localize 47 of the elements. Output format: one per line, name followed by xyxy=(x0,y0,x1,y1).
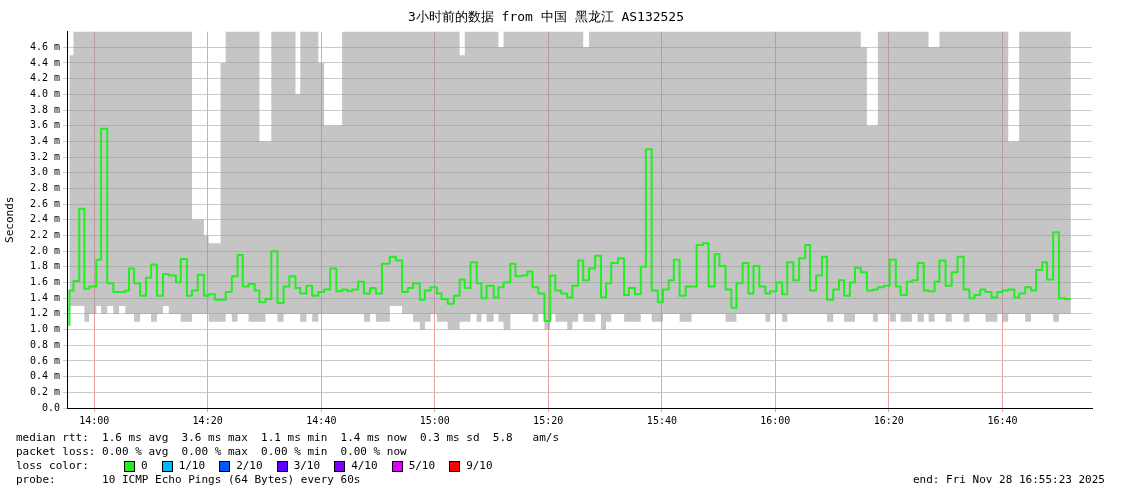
y-axis-title: Seconds xyxy=(3,196,17,243)
y-tick-label: 0.0 xyxy=(41,401,60,413)
x-tick-label: 14:00 xyxy=(79,414,110,426)
y-tick-label: 3.2 m xyxy=(29,150,60,162)
text: 0 xyxy=(141,459,148,473)
y-tick-label: 1.8 m xyxy=(29,260,60,272)
text: packet loss: 0.00 % avg 0.00 % max 0.00 % min 0.00 % now xyxy=(16,445,407,458)
y-tick-label: 1.2 m xyxy=(29,307,60,319)
x-tick-label: 14:40 xyxy=(306,414,337,426)
text: probe: 10 ICMP Echo Pings (64 Bytes) every 60s xyxy=(16,473,361,486)
x-tick-label: 16:20 xyxy=(873,414,904,426)
text: 5/10 xyxy=(408,459,436,473)
y-tick-label: 0.4 m xyxy=(29,370,60,382)
y-tick-label: 3.8 m xyxy=(29,103,60,115)
text: 4/10 xyxy=(351,459,378,473)
x-tick-label: 15:20 xyxy=(533,414,564,426)
y-tick-label: 1.0 m xyxy=(29,323,60,335)
text: end: Fri Nov 28 16:55:23 2025 xyxy=(912,473,1105,486)
chart-title: 3小时前的数据 from 中国 黑龙江 AS132525 xyxy=(407,9,685,25)
y-tick-label: 2.6 m xyxy=(29,197,60,209)
text: 2/10 xyxy=(236,459,263,473)
y-tick-label: 3.0 m xyxy=(29,166,60,178)
y-tick-label: 4.4 m xyxy=(29,56,60,68)
y-tick-label: 4.0 m xyxy=(29,87,60,99)
text: 3/10 xyxy=(293,459,321,473)
x-tick-label: 14:20 xyxy=(192,414,223,426)
y-tick-label: 0.6 m xyxy=(29,354,60,366)
text: 1/10 xyxy=(178,459,206,473)
text: loss color: xyxy=(16,459,89,472)
y-tick-label: 1.4 m xyxy=(29,291,60,303)
y-tick-label: 3.6 m xyxy=(29,119,60,131)
text: 9/10 xyxy=(466,459,493,473)
x-tick-label: 16:00 xyxy=(760,414,791,426)
x-tick-label: 15:00 xyxy=(419,414,450,426)
y-tick-label: 0.8 m xyxy=(29,338,60,350)
y-tick-label: 2.4 m xyxy=(29,213,60,225)
y-tick-label: 2.8 m xyxy=(29,182,60,194)
x-tick-label: 16:40 xyxy=(987,414,1018,426)
y-tick-label: 2.0 m xyxy=(29,244,60,256)
y-tick-label: 1.6 m xyxy=(29,276,60,288)
text: median rtt: 1.6 ms avg 3.6 ms max 1.1 ms min 1.4 ms now 0.3 ms sd 5.8 am/s xyxy=(16,431,560,444)
y-tick-label: 4.6 m xyxy=(29,40,60,52)
y-tick-label: 3.4 m xyxy=(29,134,60,146)
x-tick-label: 15:40 xyxy=(646,414,677,426)
y-tick-label: 0.2 m xyxy=(29,385,60,397)
y-tick-label: 4.2 m xyxy=(29,72,60,84)
y-tick-label: 2.2 m xyxy=(29,229,60,241)
